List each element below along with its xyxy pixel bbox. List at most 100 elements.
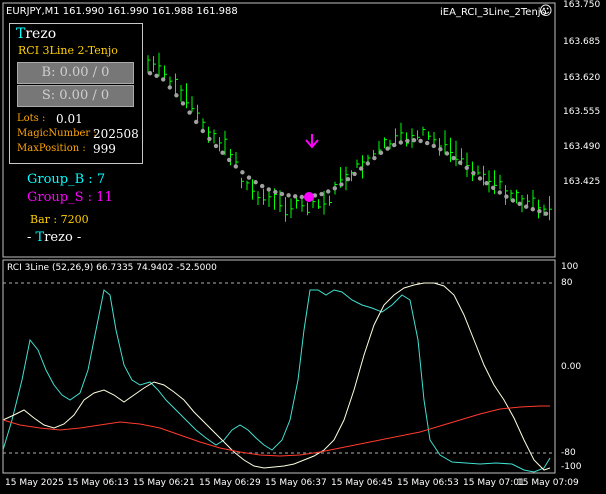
trend-dot <box>220 150 225 155</box>
trend-dot <box>458 160 463 165</box>
trend-dot <box>378 150 384 155</box>
magic-value: 202508 <box>93 127 139 141</box>
main-chart-frame <box>2 2 556 258</box>
trend-dot <box>504 194 509 199</box>
sell-arrow-icon <box>305 134 319 149</box>
time-tick-label: 15 May 06:45 <box>331 478 393 488</box>
trend-dot <box>246 175 252 180</box>
lots-value: 0.01 <box>56 112 83 126</box>
rci-subwindow-frame <box>2 259 556 474</box>
trend-dot <box>233 164 238 169</box>
trend-dot <box>299 194 304 200</box>
bar-count: Bar : 7200 <box>30 213 89 226</box>
level-tick-label: -100 <box>561 462 582 472</box>
time-tick-label: 15 May 06:21 <box>133 478 195 488</box>
magic-label: MagicNumber : <box>17 128 97 139</box>
trend-dot <box>517 201 522 206</box>
trend-dot <box>326 189 331 194</box>
trend-dot <box>471 170 476 176</box>
rci-lines-group <box>2 282 551 473</box>
rci-slow-line <box>2 405 550 457</box>
trend-dot <box>266 187 271 192</box>
trend-dot <box>174 93 179 98</box>
group-s-count: Group_S : 11 <box>27 190 113 205</box>
trend-dot <box>510 198 516 203</box>
trend-dot <box>365 161 370 166</box>
trend-dot <box>425 140 430 146</box>
trend-dot <box>286 193 291 198</box>
trend-dot <box>352 171 357 177</box>
rci-fast-line <box>2 289 551 473</box>
trend-dot <box>200 128 205 134</box>
sell-button[interactable]: S: 0.00 / 0 <box>17 85 134 107</box>
price-tick-label: 163.620 <box>563 73 601 83</box>
trend-dot <box>543 211 549 216</box>
panel-title: Trezo <box>16 26 56 42</box>
trend-dot <box>497 190 502 195</box>
price-tick-label: 163.425 <box>563 177 601 187</box>
trend-dot <box>359 166 364 171</box>
time-tick-label: 15 May 06:37 <box>265 478 327 488</box>
time-tick-label: 15 May 2025 <box>5 478 64 488</box>
trend-dot <box>491 185 496 190</box>
trend-dot <box>405 138 410 144</box>
trend-dot <box>161 77 166 82</box>
time-tick-label: 15 May 06:29 <box>199 478 261 488</box>
level-tick-label: 80 <box>561 278 573 288</box>
trend-dot <box>332 186 337 191</box>
trend-dot <box>392 142 397 148</box>
trend-dot <box>451 155 456 161</box>
panel-title-rest: rezo <box>25 26 57 42</box>
dots-group <box>147 71 549 216</box>
rci-subwindow-title: RCI 3Line (52,26,9) 66.7335 74.9402 -52.… <box>7 263 217 273</box>
buy-button[interactable]: B: 0.00 / 0 <box>17 62 134 84</box>
trend-dot <box>372 155 377 161</box>
trend-dot <box>524 204 529 209</box>
time-tick-label: 15 May 07:01 <box>463 478 525 488</box>
price-tick-label: 163.490 <box>563 142 601 152</box>
trend-dot <box>260 183 265 189</box>
trend-dot <box>154 73 159 79</box>
trend-dot <box>464 165 469 170</box>
trend-dot <box>398 140 403 145</box>
trend-dot <box>147 71 153 76</box>
trend-dot <box>273 189 278 195</box>
price-tick-label: 163.750 <box>563 0 601 10</box>
trend-dot <box>418 138 423 144</box>
rci-mid-line <box>2 282 551 471</box>
trend-dot <box>477 176 483 181</box>
signal-dot <box>304 192 314 202</box>
trend-dot <box>187 110 192 115</box>
price-tick-label: 163.685 <box>563 37 601 47</box>
time-tick-label: 15 May 07:09 <box>517 478 579 488</box>
price-tick-label: 163.555 <box>563 107 601 117</box>
group-b-count: Group_B : 7 <box>27 172 106 187</box>
trade-panel: Trezo RCI 3Line 2-Tenjo B: 0.00 / 0 S: 0… <box>9 23 143 164</box>
footer-label: - Trezo - <box>27 230 82 245</box>
trend-dot <box>227 157 232 163</box>
time-tick-label: 15 May 06:13 <box>67 478 129 488</box>
trend-dot <box>411 138 417 143</box>
trend-dot <box>530 207 535 212</box>
level-tick-label: 100 <box>561 262 579 272</box>
trend-dot <box>180 101 186 106</box>
level-tick-label: -80 <box>561 448 576 458</box>
trend-dot <box>537 209 542 214</box>
level-tick-label: 0.00 <box>561 362 582 372</box>
trend-dot <box>431 143 436 149</box>
panel-subtitle: RCI 3Line 2-Tenjo <box>18 44 118 57</box>
indicator-name: iEA_RCI_3Line_2Tenjo <box>440 7 547 18</box>
lots-label: Lots : <box>17 113 46 124</box>
trend-dot <box>279 191 285 197</box>
trend-dot <box>339 182 344 187</box>
footer-initial: T <box>35 230 45 245</box>
panel-title-initial: T <box>16 26 26 42</box>
trend-dot <box>207 136 212 142</box>
trend-dot <box>345 177 351 182</box>
trend-dot <box>484 181 489 186</box>
symbol-info: EURJPY,M1 161.990 161.990 161.988 161.98… <box>6 6 238 17</box>
trend-dot <box>319 191 324 197</box>
smiley-icon: ☺ <box>539 4 553 19</box>
maxpos-value: 999 <box>93 142 116 156</box>
